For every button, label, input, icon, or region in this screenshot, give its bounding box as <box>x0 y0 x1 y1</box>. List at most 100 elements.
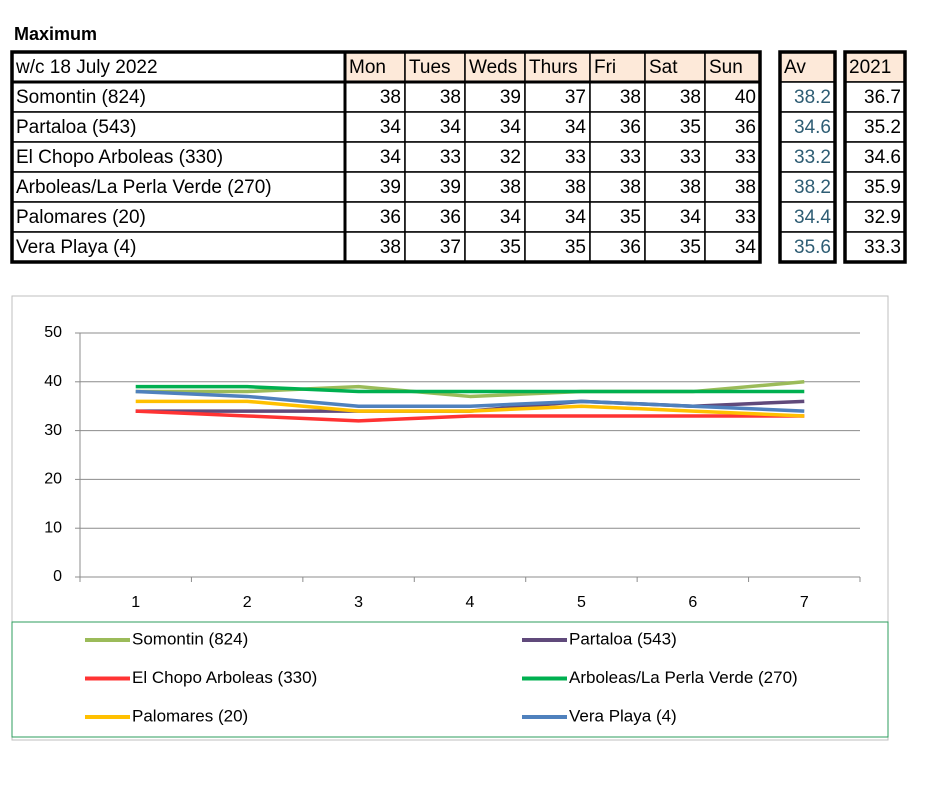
header-cell: Sun <box>709 57 743 78</box>
table-cell <box>464 201 526 233</box>
table-cell <box>704 231 761 263</box>
header-cell: Mon <box>349 57 386 78</box>
table-value: 38 <box>620 177 641 198</box>
table-value: 38.2 <box>794 177 831 198</box>
table-value: 35 <box>620 207 641 228</box>
table-value: 34 <box>565 207 587 228</box>
table-cell <box>844 81 906 113</box>
table-value: 39 <box>440 177 461 198</box>
header-cell: Sat <box>649 57 678 78</box>
table-cell <box>704 171 761 203</box>
header-cell: Thurs <box>529 57 578 78</box>
table-value: El Chopo Arboleas (330) <box>16 147 223 168</box>
table-value: 35.6 <box>794 237 831 258</box>
table-value: 33 <box>440 147 461 168</box>
header-cell: 2021 <box>849 57 891 78</box>
table-value: 34 <box>380 147 402 168</box>
table-border <box>778 50 837 264</box>
table-value: 39 <box>500 87 521 108</box>
table-value: 34 <box>500 207 522 228</box>
table-cell <box>779 111 836 143</box>
table-value: 40 <box>735 87 756 108</box>
table-cell <box>344 81 406 113</box>
legend-label: Somontin (824) <box>132 629 248 648</box>
table-value: Palomares (20) <box>16 207 146 228</box>
table-value: 38 <box>565 177 586 198</box>
y-tick-label: 30 <box>44 422 62 439</box>
header-cell: Tues <box>409 57 451 78</box>
title: Maximum <box>14 24 97 44</box>
y-tick-label: 20 <box>44 471 62 488</box>
table-value: 33 <box>565 147 586 168</box>
series-line <box>135 384 805 394</box>
table-value: 38 <box>440 87 461 108</box>
table-value: 35 <box>500 237 521 258</box>
table-cell <box>589 51 646 83</box>
table-value: 38 <box>735 177 756 198</box>
table-cell <box>464 231 526 263</box>
table-value: 33 <box>620 147 641 168</box>
table-cell <box>589 81 646 113</box>
table-value: 35.2 <box>864 117 901 138</box>
legend-label: El Chopo Arboleas (330) <box>132 668 317 687</box>
table-value: 34.6 <box>794 117 831 138</box>
table-value: 34 <box>680 207 702 228</box>
table-value: 33 <box>680 147 701 168</box>
table-value: 32.9 <box>864 207 901 228</box>
table-value: 39 <box>380 177 401 198</box>
table-cell <box>779 81 836 113</box>
table-value: 33.3 <box>864 237 901 258</box>
table-value: Partaloa (543) <box>16 117 136 138</box>
table-value: Somontin (824) <box>16 87 146 108</box>
header-cell: Weds <box>469 57 517 78</box>
table-cell <box>644 111 706 143</box>
table-value: 34 <box>500 117 522 138</box>
table-value: 38 <box>620 87 641 108</box>
y-tick-label: 40 <box>44 373 62 390</box>
table-cell <box>524 201 591 233</box>
header-cell: Fri <box>594 57 616 78</box>
table-cell <box>589 231 646 263</box>
legend-label: Palomares (20) <box>132 706 248 725</box>
table-value: Arboleas/La Perla Verde (270) <box>16 177 272 198</box>
header-cell: Av <box>784 57 806 78</box>
table-value: 34.4 <box>794 207 831 228</box>
x-tick-label: 2 <box>243 594 252 611</box>
header-cell: w/c 18 July 2022 <box>15 57 158 78</box>
table-value: 33.2 <box>794 147 831 168</box>
table-value: 36 <box>440 207 461 228</box>
table-cell <box>644 81 706 113</box>
table-cell <box>644 231 706 263</box>
table-value: 38 <box>500 177 521 198</box>
table-cell <box>589 171 646 203</box>
table-value: 33 <box>735 207 756 228</box>
table-value: 35.9 <box>864 177 901 198</box>
table-value: 34.6 <box>864 147 901 168</box>
table-value: Vera Playa (4) <box>16 237 136 258</box>
table-cell <box>11 141 346 173</box>
table-cell <box>344 111 406 143</box>
x-tick-label: 3 <box>354 594 363 611</box>
table-value: 33 <box>735 147 756 168</box>
table-cell <box>404 201 466 233</box>
series-line <box>135 389 805 413</box>
table-value: 37 <box>440 237 461 258</box>
series-line <box>135 409 805 423</box>
table-cell <box>589 141 646 173</box>
table-border <box>10 50 762 264</box>
table-value: 38 <box>680 87 701 108</box>
table-value: 36.7 <box>864 87 901 108</box>
table-border <box>843 50 907 264</box>
legend-label: Partaloa (543) <box>569 629 677 648</box>
table-cell <box>589 201 646 233</box>
table-cell <box>404 111 466 143</box>
table-value: 35 <box>680 237 701 258</box>
table-value: 34 <box>735 237 757 258</box>
table-value: 38 <box>680 177 701 198</box>
table-value: 38.2 <box>794 87 831 108</box>
table-cell <box>11 231 346 263</box>
table-value: 38 <box>380 237 401 258</box>
table-value: 38 <box>380 87 401 108</box>
table-cell <box>344 171 406 203</box>
